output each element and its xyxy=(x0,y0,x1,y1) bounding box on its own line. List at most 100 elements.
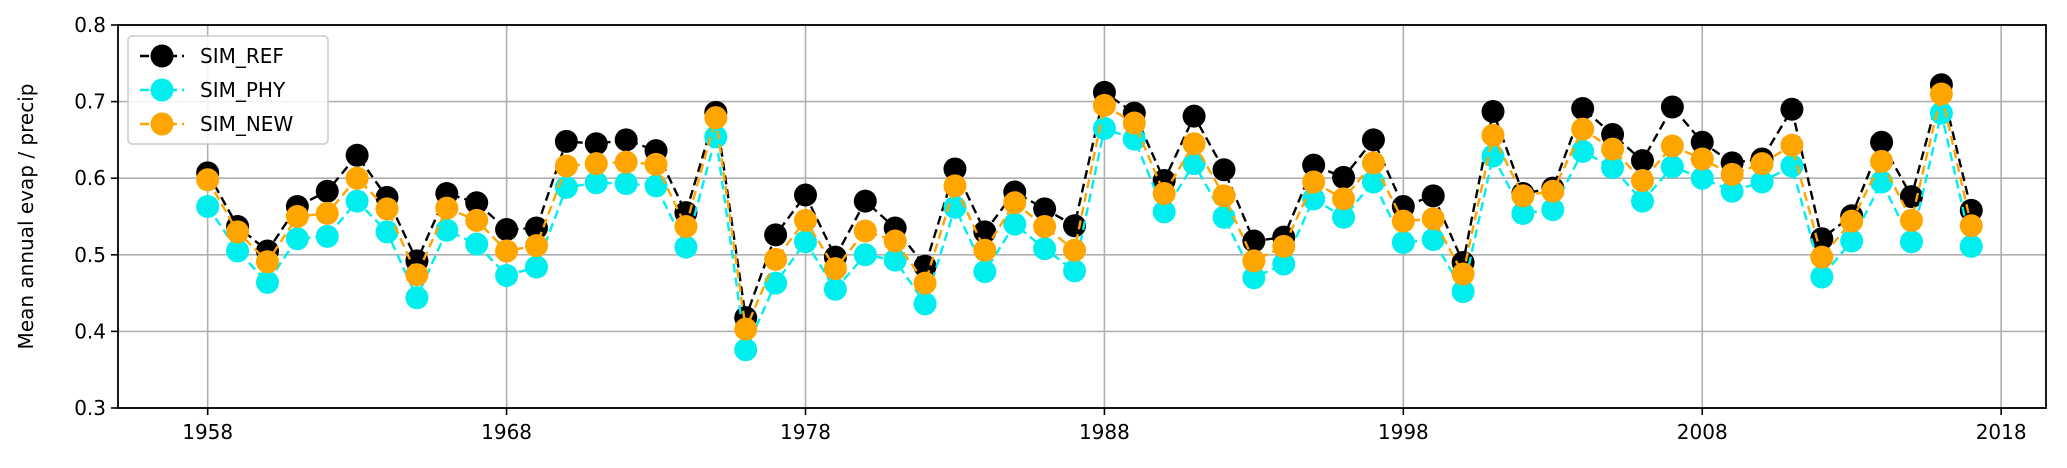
data-point xyxy=(614,172,638,196)
data-point xyxy=(1660,155,1684,179)
data-point xyxy=(1481,123,1505,147)
data-point xyxy=(1212,184,1236,208)
data-point xyxy=(1571,96,1595,120)
data-point xyxy=(1361,170,1385,194)
legend-marker xyxy=(150,112,174,136)
data-point xyxy=(943,195,967,219)
y-tick-label: 0.6 xyxy=(74,166,106,190)
data-point xyxy=(495,218,519,242)
data-point xyxy=(943,157,967,181)
data-point xyxy=(1361,151,1385,175)
data-point xyxy=(1003,191,1027,215)
data-point xyxy=(495,239,519,263)
data-point xyxy=(285,205,309,228)
data-point xyxy=(255,270,279,294)
data-point xyxy=(1361,128,1385,152)
data-point xyxy=(1063,214,1087,238)
data-point xyxy=(315,201,339,225)
legend-marker xyxy=(150,78,174,102)
data-point xyxy=(973,260,997,284)
data-point xyxy=(644,152,668,176)
data-point xyxy=(1690,147,1714,171)
data-point xyxy=(524,234,548,258)
x-tick-label: 2018 xyxy=(1976,420,2027,444)
y-tick-label: 0.3 xyxy=(74,396,106,420)
data-point xyxy=(315,179,339,203)
data-point xyxy=(1571,117,1595,141)
data-point xyxy=(674,214,698,238)
data-point xyxy=(1870,170,1894,194)
data-point xyxy=(883,229,907,253)
data-point xyxy=(614,150,638,174)
legend-box xyxy=(127,35,329,145)
data-point xyxy=(1899,185,1923,209)
data-point xyxy=(1899,208,1923,232)
data-point xyxy=(1750,152,1774,176)
data-point xyxy=(1690,130,1714,154)
data-point xyxy=(1630,189,1654,213)
data-point xyxy=(345,143,369,167)
data-point xyxy=(1212,158,1236,182)
data-point xyxy=(794,208,818,232)
y-axis-label: Mean annual evap / precip xyxy=(14,84,38,350)
data-point xyxy=(1630,168,1654,192)
y-tick-label: 0.4 xyxy=(74,319,106,343)
data-point xyxy=(1481,144,1505,168)
x-tick-label: 1998 xyxy=(1378,420,1429,444)
data-point xyxy=(1541,179,1565,203)
legend-item: SIM_REF xyxy=(140,44,284,68)
data-point xyxy=(465,232,489,256)
data-point xyxy=(1003,212,1027,236)
data-point xyxy=(495,263,519,287)
axis-ticks: 1958 1968 1978 1988 1998 2008 2018 0.3 0.4 0.5 0.6… xyxy=(74,13,2026,444)
data-point xyxy=(1959,214,1983,238)
data-point xyxy=(794,183,818,207)
data-point xyxy=(1182,152,1206,176)
data-point xyxy=(345,189,369,213)
data-point xyxy=(1332,187,1356,211)
data-point xyxy=(554,154,578,178)
data-point xyxy=(1451,262,1475,286)
data-point xyxy=(1601,137,1625,161)
x-tick-label: 1978 xyxy=(780,420,831,444)
data-point xyxy=(823,257,847,281)
data-point xyxy=(1182,132,1206,156)
data-point xyxy=(1182,104,1206,128)
data-point xyxy=(1242,266,1266,290)
data-point xyxy=(345,166,369,190)
data-point xyxy=(943,174,967,198)
data-point xyxy=(1332,165,1356,189)
data-point xyxy=(465,208,489,232)
data-point xyxy=(435,218,459,242)
data-point xyxy=(1690,166,1714,190)
data-point xyxy=(1122,127,1146,151)
x-tick-label: 1968 xyxy=(481,420,532,444)
data-point xyxy=(674,235,698,259)
data-point xyxy=(853,189,877,213)
data-point xyxy=(1481,100,1505,124)
data-point xyxy=(1033,214,1057,238)
data-point xyxy=(1899,230,1923,254)
data-point xyxy=(1870,149,1894,173)
data-point xyxy=(1122,111,1146,135)
data-point xyxy=(196,195,220,219)
data-point xyxy=(1391,231,1415,255)
plot-area-frame xyxy=(117,24,2047,409)
data-point xyxy=(1152,182,1176,206)
data-point xyxy=(1302,170,1326,194)
x-tick-label: 1958 xyxy=(182,420,233,444)
data-point xyxy=(584,171,608,195)
data-point xyxy=(1929,82,1953,106)
data-point xyxy=(1750,170,1774,194)
data-point xyxy=(1870,130,1894,154)
data-point xyxy=(285,227,309,251)
data-point xyxy=(734,317,758,341)
y-tick-label: 0.5 xyxy=(74,243,106,267)
data-point xyxy=(226,220,250,244)
data-point xyxy=(226,239,250,263)
data-point xyxy=(1391,209,1415,233)
data-point xyxy=(704,106,728,130)
data-point xyxy=(1421,207,1445,231)
legend-item: SIM_PHY xyxy=(140,78,286,102)
data-point xyxy=(1660,95,1684,119)
